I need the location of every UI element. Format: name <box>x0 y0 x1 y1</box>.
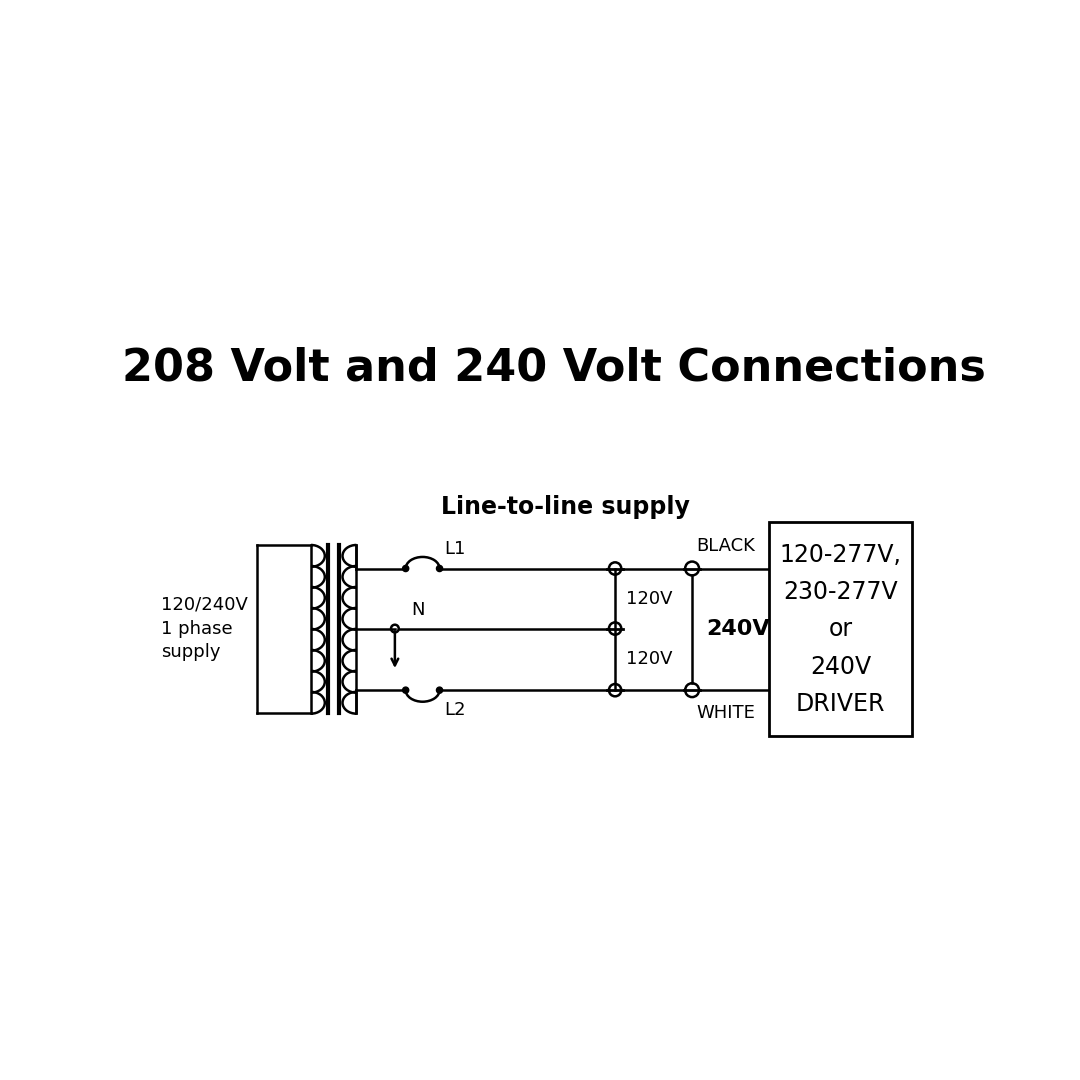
Text: Line-to-line supply: Line-to-line supply <box>441 495 689 518</box>
Text: WHITE: WHITE <box>696 704 755 723</box>
Text: 120/240V
1 phase
supply: 120/240V 1 phase supply <box>161 596 247 661</box>
Circle shape <box>436 687 443 693</box>
Circle shape <box>403 687 408 693</box>
Text: 120V: 120V <box>626 650 673 669</box>
Text: L1: L1 <box>444 540 465 557</box>
Text: BLACK: BLACK <box>696 537 755 555</box>
Text: 240V: 240V <box>706 619 770 639</box>
Text: L2: L2 <box>444 701 465 719</box>
Text: 208 Volt and 240 Volt Connections: 208 Volt and 240 Volt Connections <box>122 347 985 390</box>
Text: 120V: 120V <box>626 590 673 608</box>
Circle shape <box>403 566 408 571</box>
Circle shape <box>436 566 443 571</box>
Bar <box>769 523 912 737</box>
Text: 120-277V,
230-277V
or
240V
DRIVER: 120-277V, 230-277V or 240V DRIVER <box>780 543 902 716</box>
Text: N: N <box>411 602 424 619</box>
